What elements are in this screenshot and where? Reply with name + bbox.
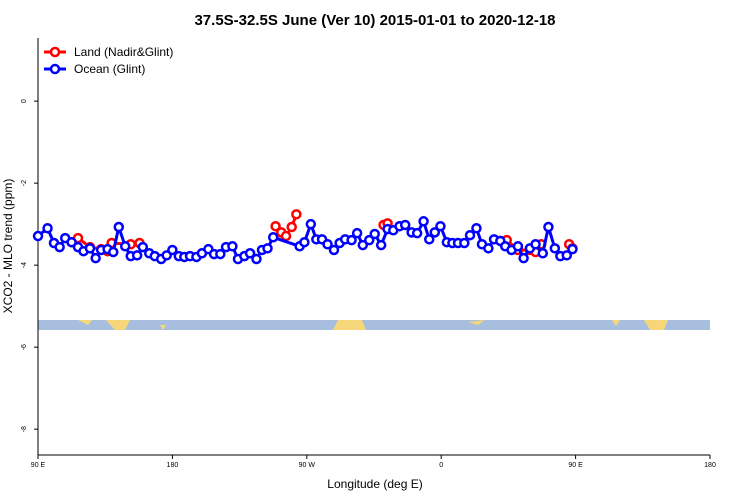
data-point (131, 250, 143, 261)
data-point (471, 223, 482, 234)
data-point (227, 241, 238, 252)
data-point (299, 236, 310, 248)
data-point (32, 230, 44, 242)
data-point (351, 227, 363, 239)
data-point (280, 230, 292, 242)
data-point (137, 241, 149, 253)
data-point (543, 221, 554, 233)
y-tick-label: -6 (21, 344, 28, 350)
chart-title: 37.5S-32.5S June (Ver 10) 2015-01-01 to … (194, 12, 555, 29)
legend-label: Land (Nadir&Glint) (74, 45, 173, 59)
x-axis-label: Longitude (deg E) (327, 477, 422, 491)
data-point (328, 244, 340, 256)
data-point (267, 232, 279, 243)
data-point (369, 228, 380, 240)
legend-marker (49, 63, 61, 75)
y-tick-label: -2 (21, 180, 28, 186)
data-point (483, 243, 494, 254)
x-tick-label: 0 (439, 462, 443, 469)
data-point (66, 236, 77, 248)
data-point (119, 241, 131, 252)
data-point (305, 218, 317, 230)
x-tick-label: 90 E (568, 462, 583, 469)
land-map-strip (38, 320, 710, 330)
data-point (167, 244, 178, 256)
x-tick-label: 180 (167, 462, 179, 469)
data-point (375, 239, 387, 251)
data-point (399, 219, 411, 231)
data-point (270, 220, 281, 232)
data-point (113, 221, 125, 233)
data-point (108, 246, 119, 258)
data-point (512, 241, 524, 252)
x-tick-label: 90 W (299, 462, 316, 469)
data-point (346, 234, 357, 246)
y-tick-label: -8 (21, 426, 28, 432)
data-point (424, 234, 435, 245)
data-point (251, 253, 262, 265)
data-point (567, 243, 578, 255)
data-point (537, 248, 548, 259)
data-point (363, 234, 375, 246)
data-point (518, 252, 529, 264)
x-tick-label: 180 (704, 462, 716, 469)
legend-label: Ocean (Glint) (74, 62, 145, 76)
data-point (530, 238, 541, 250)
data-point (418, 216, 429, 227)
y-tick-label: -4 (21, 262, 28, 268)
data-point (244, 248, 256, 259)
data-point (322, 238, 333, 250)
legend-marker (49, 46, 61, 58)
data-point (429, 227, 441, 238)
data-point (215, 248, 226, 260)
data-point (262, 243, 273, 254)
data-point (291, 209, 302, 220)
data-point (459, 237, 470, 249)
data-point (286, 221, 297, 233)
data-point (42, 223, 53, 234)
data-point (411, 227, 423, 239)
data-point (561, 250, 573, 261)
data-point (464, 229, 476, 241)
y-tick-label: 0 (21, 99, 28, 103)
data-point (357, 239, 369, 251)
y-axis-label: XCO2 - MLO trend (ppm) (1, 179, 15, 314)
x-tick-label: 90 E (31, 462, 46, 469)
data-point (84, 243, 96, 254)
data-point (54, 241, 65, 253)
data-point (549, 243, 561, 254)
data-point (90, 252, 101, 264)
data-point (435, 220, 446, 232)
